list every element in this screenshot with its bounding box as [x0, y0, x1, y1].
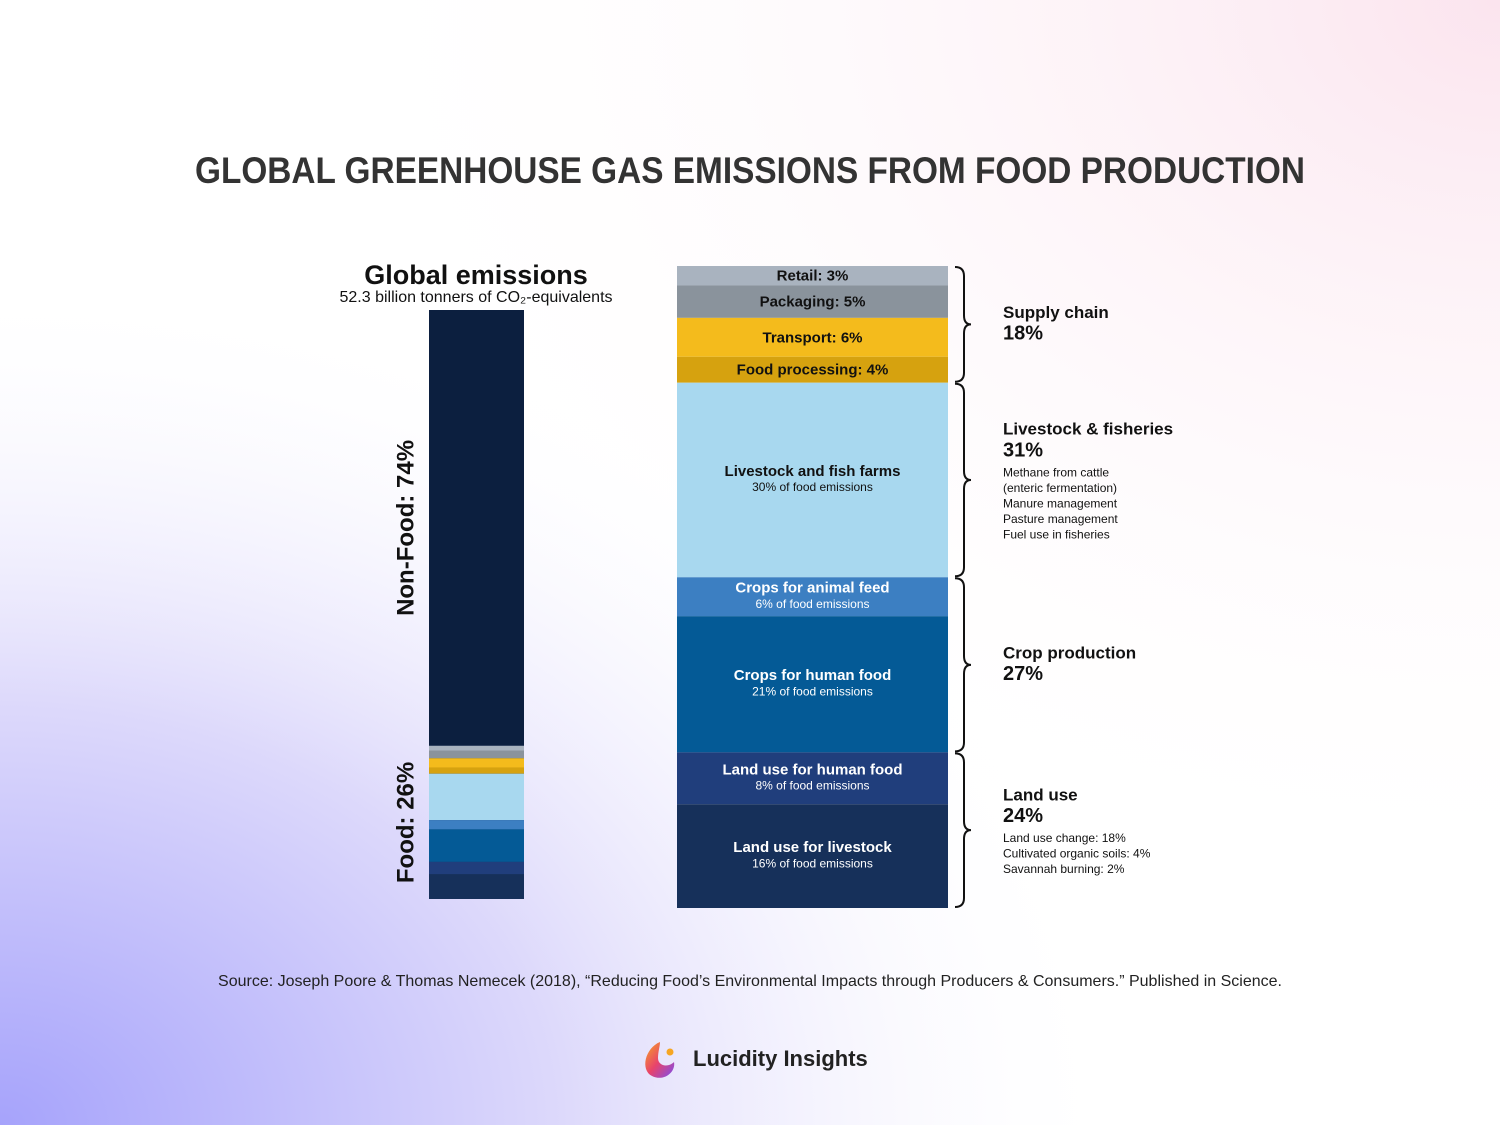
bar-segment [677, 285, 948, 318]
food-subsegment [429, 745, 524, 751]
left-title: Global emissions [364, 260, 588, 290]
bar-segment [677, 616, 948, 753]
segment-note: 16% of food emissions [752, 856, 873, 870]
group-detail: (enteric fermentation) [1003, 481, 1117, 495]
bar-segment [677, 577, 948, 617]
segment-label: Crops for human food [734, 667, 892, 684]
group-value: 18% [1003, 323, 1043, 345]
group-detail: Fuel use in fisheries [1003, 527, 1110, 541]
group-detail: Manure management [1003, 496, 1118, 510]
source: Source: Joseph Poore & Thomas Nemecek (2… [218, 973, 1282, 990]
group-detail: Cultivated organic soils: 4% [1003, 847, 1151, 861]
segment-label: Packaging: 5% [760, 294, 866, 311]
bar-segment [677, 317, 948, 357]
group-value: 24% [1003, 805, 1043, 827]
segment-note: 8% of food emissions [755, 778, 869, 792]
food-subsegment [429, 820, 524, 830]
bar-segment [677, 266, 948, 286]
group-detail: Pasture management [1003, 512, 1118, 526]
segment-label: Transport: 6% [762, 329, 862, 346]
bar-segment [677, 752, 948, 805]
group-label: Livestock & fisheries [1003, 420, 1173, 439]
group-label: Land use [1003, 785, 1078, 804]
segment-label: Land use for human food [723, 761, 903, 778]
segment-note: 21% of food emissions [752, 684, 873, 698]
segment-note: 30% of food emissions [752, 480, 873, 494]
food-subsegment [429, 758, 524, 768]
segment-label: Livestock and fish farms [725, 463, 901, 480]
food-subsegment [429, 767, 524, 774]
segment-label: Land use for livestock [733, 839, 892, 856]
logo-icon [645, 1042, 675, 1078]
segment-note: 6% of food emissions [755, 597, 869, 611]
food-subsegment [429, 773, 524, 821]
brace [954, 382, 972, 578]
brace [954, 577, 972, 753]
group-detail: Savannah burning: 2% [1003, 862, 1125, 876]
bar-segment [677, 382, 948, 578]
bar-segment [677, 356, 948, 383]
food-subsegment [429, 861, 524, 875]
brace [954, 266, 972, 383]
segment-label: Retail: 3% [777, 268, 849, 285]
left-subtitle: 52.3 billion tonners of CO₂-equivalents [339, 289, 612, 306]
food-subsegment [429, 829, 524, 862]
title: GLOBAL GREENHOUSE GAS EMISSIONS FROM FOO… [195, 150, 1305, 191]
food-subsegment [429, 874, 524, 899]
segment-label: Non-Food: 74% [392, 440, 419, 616]
food-subsegment [429, 750, 524, 759]
bar-segment [429, 310, 524, 746]
group-detail: Land use change: 18% [1003, 831, 1126, 845]
group-label: Supply chain [1003, 303, 1109, 322]
segment-label: Food processing: 4% [737, 362, 889, 379]
logo [645, 1042, 675, 1078]
group-value: 31% [1003, 440, 1043, 462]
logo-dot [666, 1048, 674, 1056]
bar-segment [677, 804, 948, 908]
group-value: 27% [1003, 663, 1043, 685]
brace [954, 752, 972, 908]
segment-label: Food: 26% [392, 762, 419, 883]
group-detail: Methane from cattle [1003, 465, 1109, 479]
brand: Lucidity Insights [693, 1046, 868, 1071]
group-label: Crop production [1003, 643, 1136, 662]
segment-label: Crops for animal feed [735, 580, 889, 597]
